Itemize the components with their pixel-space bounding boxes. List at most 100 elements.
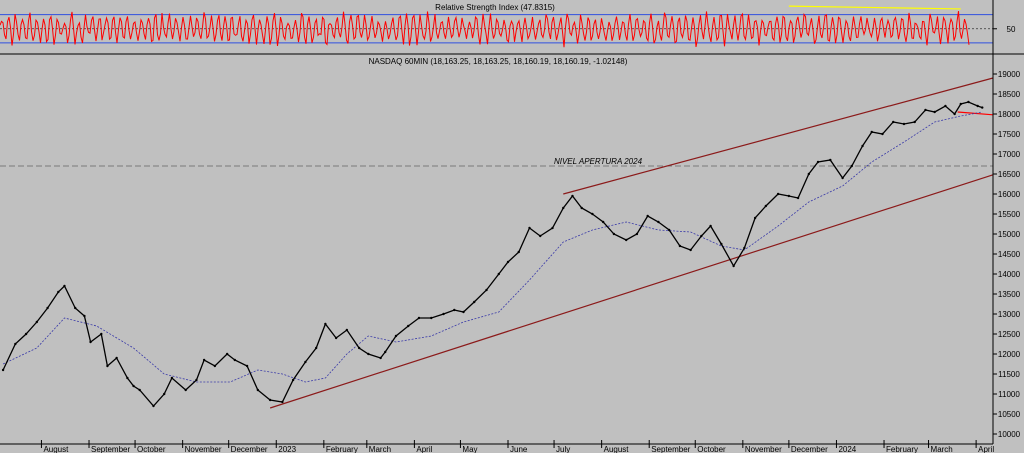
price-point (933, 110, 936, 114)
price-point (635, 232, 639, 236)
price-point (256, 388, 260, 392)
price-point (281, 400, 284, 404)
x-tick-label: December (231, 445, 268, 453)
price-point (57, 290, 60, 294)
price-point (14, 342, 17, 346)
price-point (657, 220, 660, 224)
y-tick-label: 12500 (998, 330, 1021, 339)
price-point (743, 246, 746, 250)
price-point (324, 322, 327, 326)
price-point (225, 352, 229, 356)
price-point (202, 358, 206, 362)
y-tick-label: 18500 (998, 90, 1021, 99)
trendline (269, 174, 994, 409)
price-point (517, 250, 520, 254)
price-point (367, 352, 370, 356)
price-point (850, 164, 854, 168)
y-tick-label: 14500 (998, 250, 1021, 259)
price-point (624, 238, 628, 242)
price-point (841, 176, 844, 180)
price-point (63, 284, 66, 288)
price-point (580, 206, 583, 210)
y-tick-label: 18000 (998, 110, 1021, 119)
price-point (357, 346, 361, 350)
price-panel: NASDAQ 60MIN (18,163.25, 18,163.25, 18,1… (0, 57, 1021, 453)
price-point (787, 194, 791, 198)
price-point (976, 104, 979, 108)
x-tick-label: 2024 (838, 445, 856, 453)
x-tick-label: March (369, 445, 391, 453)
x-tick-label: 2023 (278, 445, 296, 453)
price-point (394, 334, 398, 338)
price-point (453, 308, 456, 312)
price-point (46, 306, 49, 310)
price-point (667, 228, 671, 232)
price-point (345, 328, 349, 332)
price-point (473, 300, 476, 304)
x-tick-label: September (91, 445, 130, 453)
price-point (334, 336, 338, 340)
price-point (379, 356, 382, 360)
x-tick-label: October (697, 445, 726, 453)
price-point (732, 264, 735, 268)
price-point (981, 106, 984, 109)
price-point (913, 120, 916, 124)
price-point (417, 316, 421, 320)
x-tick-label: September (651, 445, 690, 453)
price-point (551, 226, 554, 230)
y-tick-label: 12000 (998, 350, 1021, 359)
x-tick-label: June (510, 445, 528, 453)
y-tick-label: 17000 (998, 150, 1021, 159)
price-point (506, 260, 510, 264)
y-tick-label: 19000 (998, 70, 1021, 79)
price-point (796, 196, 800, 200)
y-tick-label: 11500 (998, 370, 1020, 379)
price-point (1, 368, 5, 372)
rsi-line (0, 11, 970, 48)
price-point (195, 378, 198, 382)
price-point (138, 388, 141, 392)
price-title: NASDAQ 60MIN (18,163.25, 18,163.25, 18,1… (369, 57, 628, 66)
x-tick-label: April (978, 445, 994, 453)
x-tick-label: November (185, 445, 222, 453)
price-point (184, 388, 187, 392)
trendline (563, 77, 994, 195)
price-point (539, 234, 542, 238)
price-point (902, 122, 906, 126)
x-tick-label: July (556, 445, 570, 453)
price-point (562, 206, 565, 210)
price-point (689, 248, 692, 252)
y-tick-label: 14000 (998, 270, 1021, 279)
price-point (497, 272, 501, 276)
price-point (35, 320, 39, 324)
y-tick-label: 10500 (998, 410, 1021, 419)
price-point (591, 212, 594, 216)
x-tick-label: March (931, 445, 953, 453)
price-point (924, 108, 927, 112)
price-point (126, 376, 129, 380)
price-point (953, 112, 956, 116)
price-point (861, 144, 864, 148)
price-point (959, 102, 962, 106)
price-point (764, 204, 768, 208)
price-point (967, 100, 970, 104)
x-tick-label: November (745, 445, 782, 453)
price-point (678, 244, 682, 248)
rsi-title: Relative Strength Index (47.8315) (435, 3, 555, 12)
y-tick-label: 15000 (998, 230, 1021, 239)
price-point (881, 132, 884, 136)
moving-average-line (2, 111, 983, 383)
y-tick-label: 13500 (998, 290, 1021, 299)
y-tick-label: 17500 (998, 130, 1021, 139)
price-point (24, 332, 28, 336)
y-tick-label: 16000 (998, 190, 1021, 199)
price-point (106, 364, 109, 368)
price-point (462, 310, 465, 314)
price-point (170, 376, 174, 380)
price-point (100, 332, 103, 336)
price-point (74, 306, 77, 310)
y-tick-label: 15500 (998, 210, 1021, 219)
price-point (291, 378, 295, 382)
